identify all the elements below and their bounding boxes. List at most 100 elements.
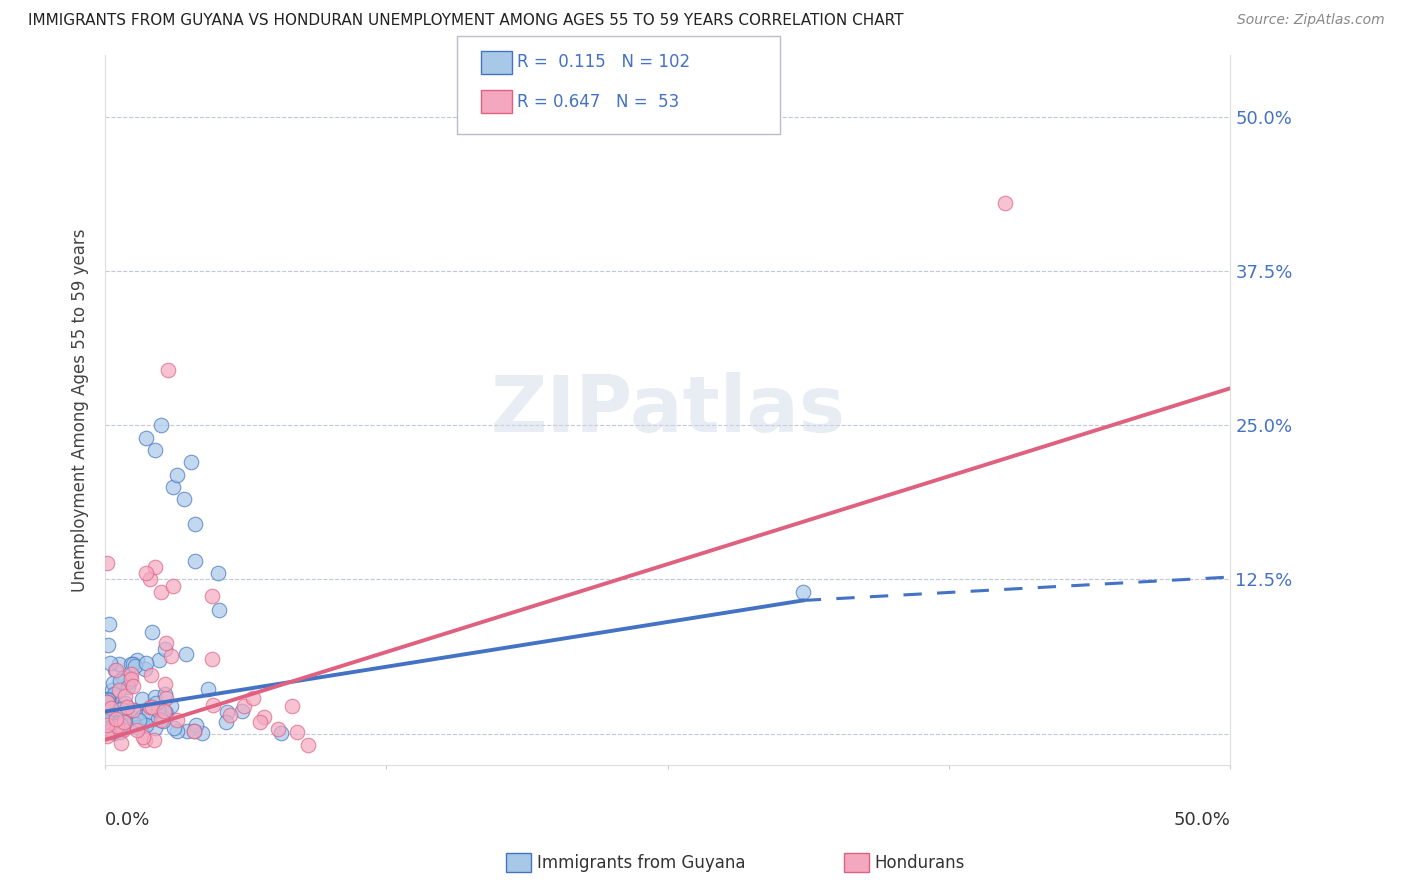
Point [111,723,134,737]
Point [97,719,120,733]
Point [157,363,180,377]
Point [108,713,131,727]
Point [121,679,143,693]
Point [792,584,814,599]
Text: IMMIGRANTS FROM GUYANA VS HONDURAN UNEMPLOYMENT AMONG AGES 55 TO 59 YEARS CORREL: IMMIGRANTS FROM GUYANA VS HONDURAN UNEMP… [28,13,904,29]
Point [101,714,124,728]
Point [207,566,229,581]
Point [135,566,157,581]
Point [112,671,135,685]
Point [152,704,174,718]
Point [280,698,302,713]
Point [118,674,141,689]
Point [115,699,138,714]
Point [232,699,254,714]
Point [145,696,167,710]
Point [143,690,166,705]
Point [155,636,177,650]
Point [139,668,162,682]
Point [267,722,290,736]
Point [108,719,131,733]
Point [114,689,136,703]
Point [107,703,129,717]
Point [183,723,205,738]
Point [98,723,121,737]
Point [139,573,162,587]
Point [107,719,129,733]
Point [96,717,118,731]
Point [101,683,124,698]
Point [118,718,141,732]
Point [120,667,142,681]
Point [141,700,163,714]
Point [201,652,224,666]
Point [270,726,292,740]
Point [117,680,139,694]
Point [124,659,146,673]
Point [96,696,118,710]
Point [100,723,122,737]
Point [100,723,122,738]
Point [150,418,173,433]
Point [124,703,146,717]
Point [108,682,131,697]
Point [97,722,120,736]
Point [128,714,150,728]
Point [153,677,176,691]
Point [98,718,121,732]
Point [191,725,214,739]
Point [134,662,156,676]
Point [166,713,188,727]
Point [214,714,236,729]
Point [96,729,118,743]
Point [242,690,264,705]
Point [173,492,195,507]
Text: Hondurans: Hondurans [875,854,965,871]
Point [202,698,225,712]
Point [122,703,145,717]
Point [217,705,239,719]
Point [96,721,118,735]
Point [201,589,224,603]
Point [183,723,205,738]
Point [153,641,176,656]
Point [153,705,176,719]
Point [249,714,271,729]
Point [155,706,177,720]
Point [148,703,170,717]
Point [110,725,132,739]
Text: R = 0.647   N =  53: R = 0.647 N = 53 [517,93,679,111]
Point [105,663,128,677]
Point [180,455,202,469]
Point [197,682,219,697]
Point [139,699,162,714]
Point [146,712,169,726]
Point [186,718,208,732]
Point [110,674,132,689]
Point [160,648,183,663]
Point [132,730,155,744]
Point [208,603,231,617]
Point [297,738,319,752]
Point [122,715,145,730]
Point [150,584,173,599]
Point [98,616,121,631]
Point [152,714,174,728]
Point [120,657,142,671]
Point [110,736,132,750]
Point [174,647,197,661]
Point [100,725,122,739]
Point [107,714,129,729]
Point [112,714,135,729]
Point [100,701,122,715]
Point [253,710,276,724]
Point [127,653,149,667]
Point [134,732,156,747]
Point [138,705,160,719]
Point [150,713,173,727]
Point [120,673,142,687]
Point [135,431,157,445]
Point [131,718,153,732]
Point [160,699,183,714]
Point [166,467,188,482]
